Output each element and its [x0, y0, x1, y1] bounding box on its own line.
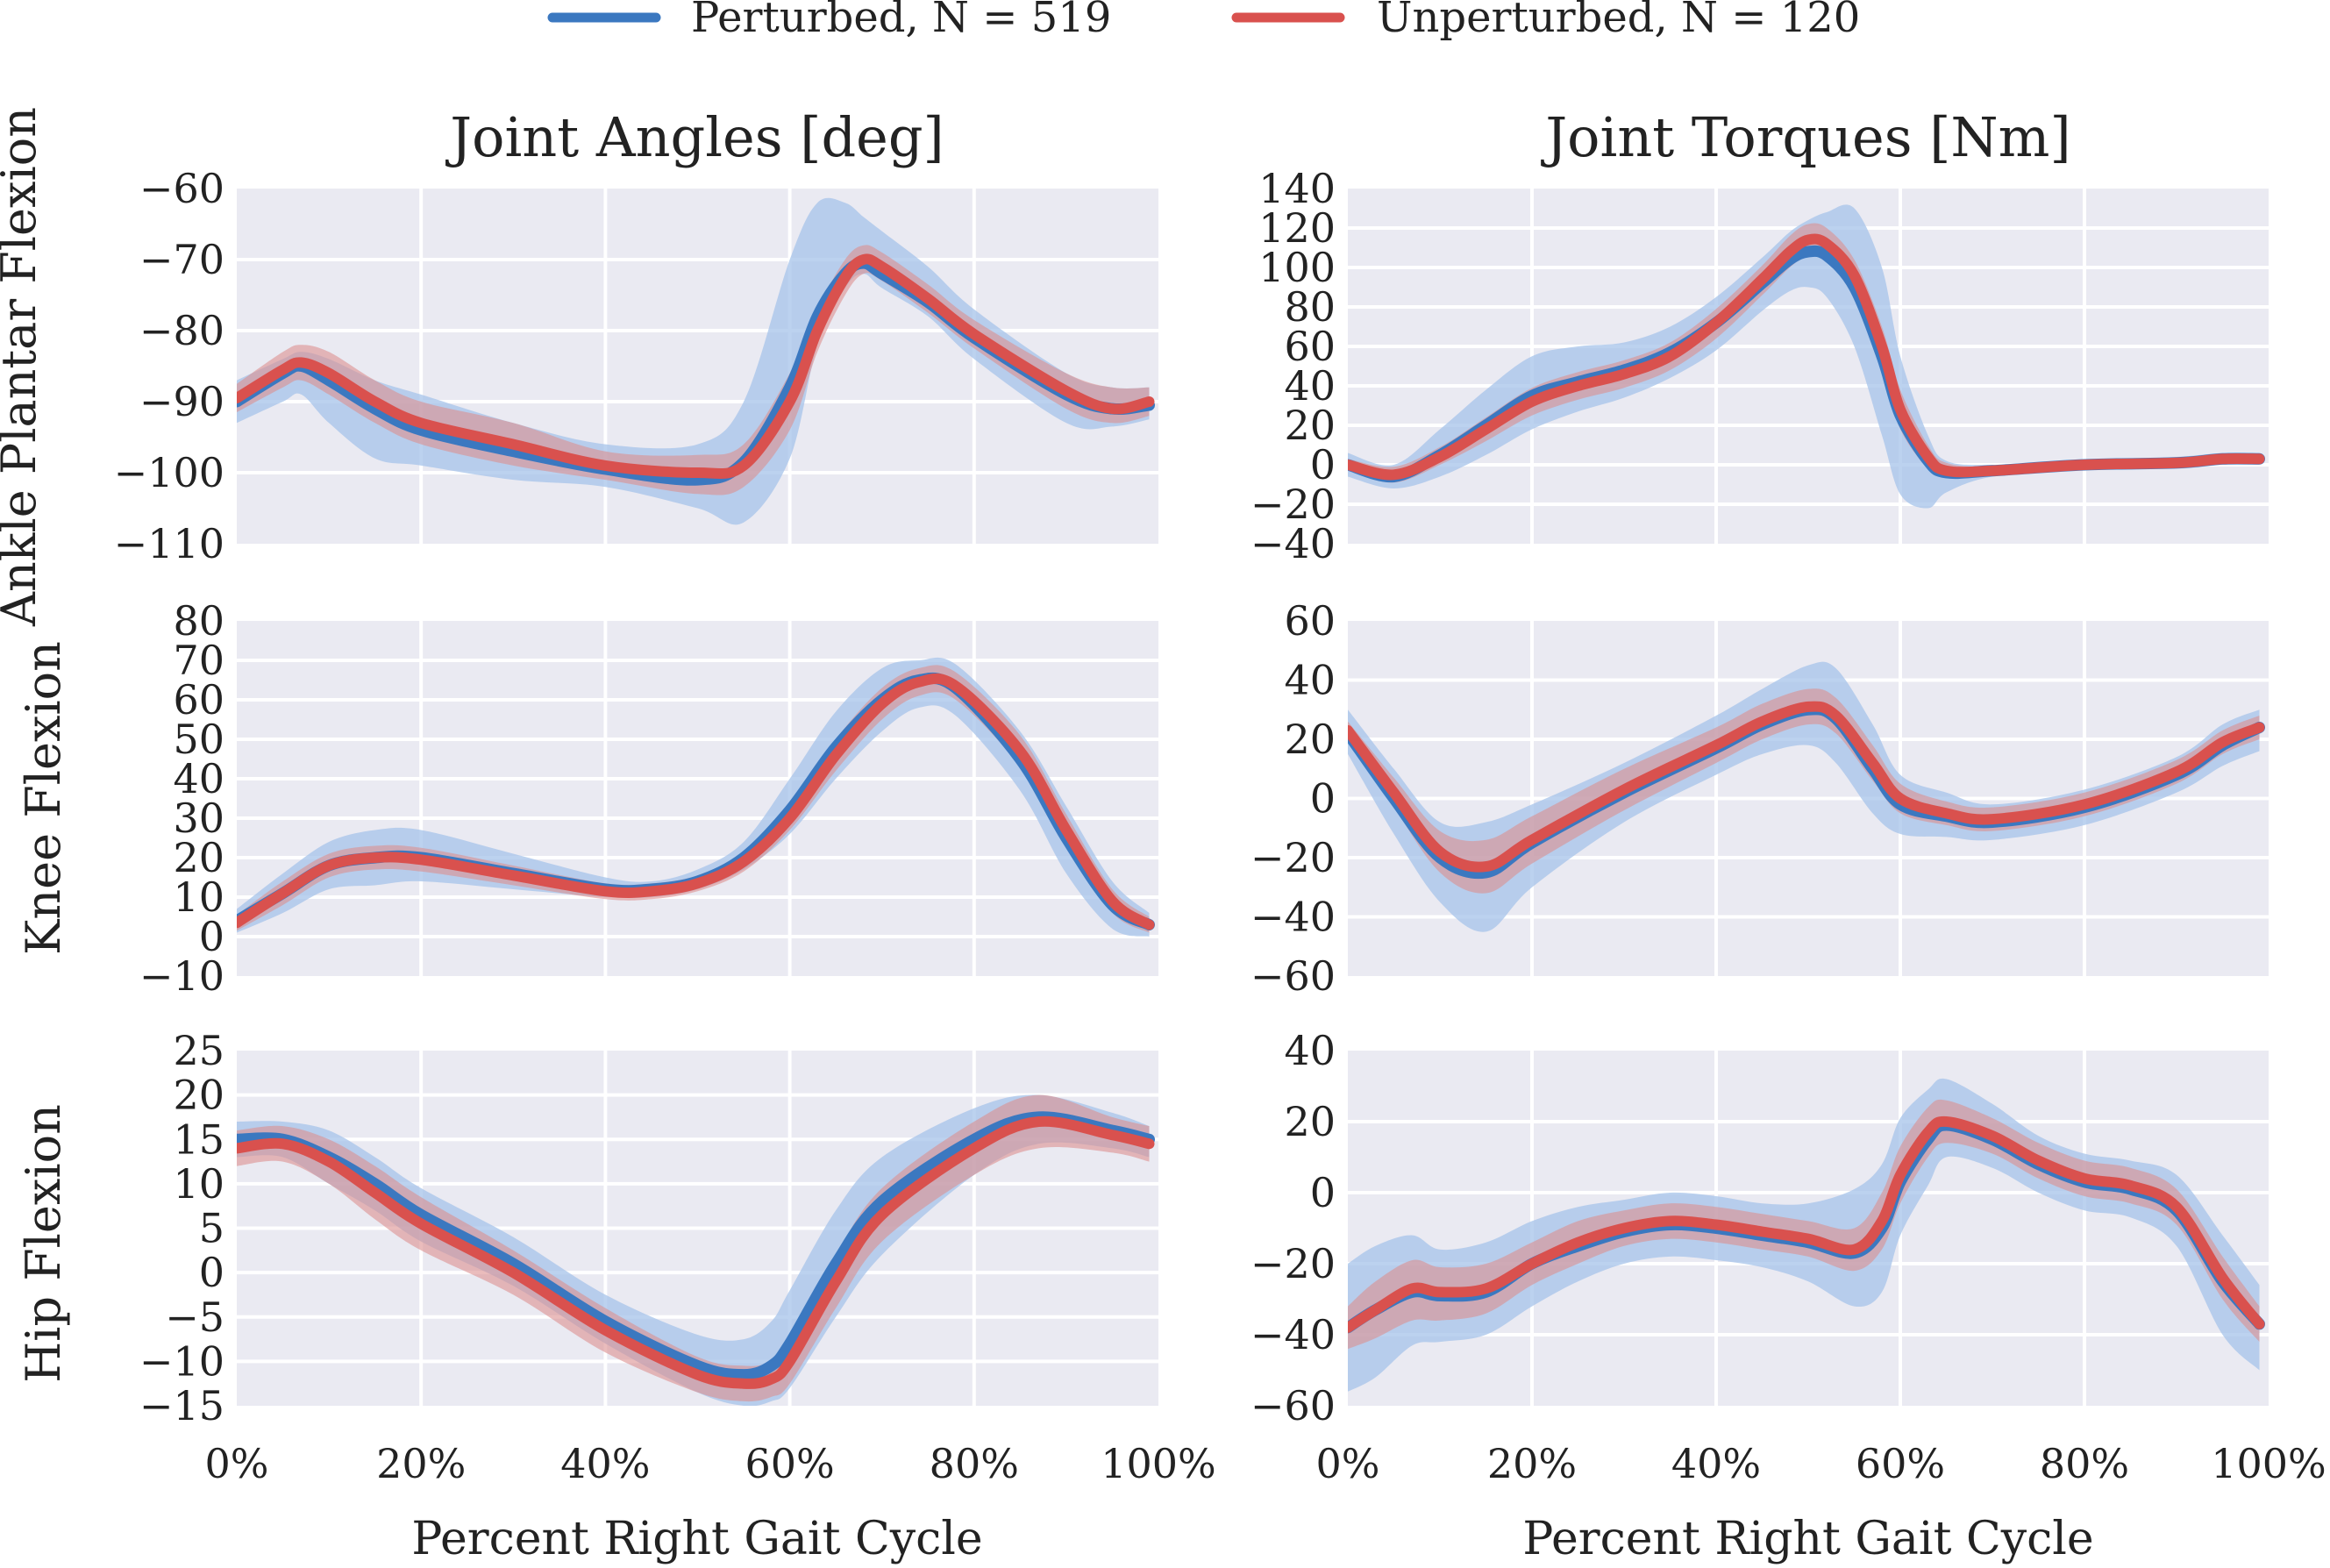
y-tick-label: 80 [173, 597, 224, 645]
panel-knee-torque: −60 −40 −20 0 20 40 60 [1251, 597, 2269, 1000]
y-tick-label: 120 [1258, 204, 1336, 252]
legend-label-unperturbed: Unperturbed, N = 120 [1377, 0, 1860, 42]
y-tick-label: 15 [173, 1115, 224, 1163]
y-tick-label: 0 [1310, 1169, 1336, 1216]
y-tick-label: −60 [139, 165, 224, 212]
y-tick-label: −40 [1251, 520, 1336, 567]
x-tick-label: 100% [1101, 1440, 1216, 1487]
y-tick-label: 60 [1284, 323, 1336, 370]
column-title-angles: Joint Angles [deg] [445, 105, 944, 169]
y-tick-label: −70 [139, 236, 224, 283]
unperturbed-mean-line [1348, 1115, 2265, 1333]
unperturbed-mean-line [237, 673, 1155, 930]
y-tick-label: 25 [173, 1027, 224, 1074]
y-tick-label: 0 [1310, 775, 1336, 823]
y-tick-label: 50 [173, 716, 224, 763]
x-tick-label: 20% [1487, 1440, 1577, 1487]
unperturbed-mean-line [1348, 233, 2265, 481]
y-tick-label: 40 [1284, 657, 1336, 704]
row-label-hip: Hip Flexion [16, 1104, 71, 1383]
panel-ankle-angle: −60 −70 −80 −90 −100 −110 [114, 165, 1158, 567]
y-tick-label: −20 [1251, 1240, 1336, 1287]
perturbed-mean-line [237, 1111, 1155, 1381]
data-layer [237, 197, 1155, 525]
perturbed-band [1348, 204, 2260, 509]
x-axis-label-right: Percent Right Gait Cycle [1522, 1513, 2093, 1565]
unperturbed-mean-line [237, 1115, 1155, 1389]
x-tick-label: 20% [376, 1440, 466, 1487]
y-tick-label: 20 [173, 1072, 224, 1119]
y-tick-label: 10 [173, 873, 224, 921]
unperturbed-mean-line [237, 253, 1155, 480]
y-tick-label: −20 [1251, 481, 1336, 528]
panel-hip-torque: −60 −40 −20 0 20 40 0% 20% 40% 60% 80% 100% [1251, 1027, 2326, 1487]
y-tick-label: 40 [173, 755, 224, 802]
data-layer [1348, 1078, 2265, 1392]
x-tick-label: 60% [745, 1440, 834, 1487]
y-tick-label: 20 [173, 834, 224, 881]
x-tick-label: 40% [1671, 1440, 1761, 1487]
y-tick-label: 20 [1284, 716, 1336, 763]
y-tick-label: 140 [1258, 165, 1336, 212]
y-tick-label: 30 [173, 795, 224, 842]
y-tick-label: −40 [1251, 894, 1336, 941]
y-tick-label: 20 [1284, 1098, 1336, 1145]
row-label-ankle: Ankle Plantar Flexion [0, 107, 46, 627]
row-label-knee: Knee Flexion [16, 641, 71, 955]
axes-background [237, 621, 1158, 976]
y-tick-label: 0 [1310, 441, 1336, 488]
x-tick-label: 80% [930, 1440, 1019, 1487]
x-tick-label: 60% [1856, 1440, 1945, 1487]
y-tick-label: −80 [139, 307, 224, 354]
y-tick-label: −10 [139, 952, 224, 1000]
x-tick-label: 100% [2211, 1440, 2326, 1487]
y-tick-label: −110 [114, 520, 224, 567]
data-layer [237, 1094, 1155, 1406]
y-tick-label: 100 [1258, 244, 1336, 291]
y-tick-label: −100 [114, 449, 224, 496]
y-tick-label: 70 [173, 637, 224, 684]
y-tick-label: 40 [1284, 1027, 1336, 1074]
x-tick-label: 40% [560, 1440, 650, 1487]
y-tick-label: 20 [1284, 402, 1336, 449]
y-tick-label: 60 [173, 676, 224, 723]
y-tick-label: −15 [139, 1382, 224, 1429]
column-title-torques: Joint Torques [Nm] [1540, 105, 2070, 169]
y-tick-label: −60 [1251, 952, 1336, 1000]
x-axis-label-left: Percent Right Gait Cycle [411, 1513, 982, 1565]
legend-label-perturbed: Perturbed, N = 519 [691, 0, 1111, 42]
legend: Perturbed, N = 519 Unperturbed, N = 120 [547, 0, 1860, 42]
y-tick-label: −20 [1251, 834, 1336, 881]
x-tick-label: 0% [1316, 1440, 1380, 1487]
data-layer [237, 657, 1155, 937]
y-tick-label: 40 [1284, 362, 1336, 410]
data-layer [1348, 204, 2265, 509]
y-tick-label: 60 [1284, 597, 1336, 645]
y-tick-label: −40 [1251, 1311, 1336, 1358]
x-tick-label: 80% [2040, 1440, 2129, 1487]
y-tick-label: 10 [173, 1160, 224, 1208]
y-tick-label: −5 [165, 1294, 224, 1341]
x-tick-label: 0% [205, 1440, 269, 1487]
y-tick-label: 0 [199, 913, 224, 960]
data-layer [1348, 661, 2265, 932]
y-tick-label: 5 [199, 1205, 224, 1252]
y-tick-label: 80 [1284, 283, 1336, 331]
y-tick-label: 0 [199, 1249, 224, 1296]
y-tick-label: −60 [1251, 1382, 1336, 1429]
unperturbed-mean-line [1348, 701, 2265, 873]
y-tick-label: −10 [139, 1337, 224, 1385]
y-tick-label: −90 [139, 378, 224, 425]
